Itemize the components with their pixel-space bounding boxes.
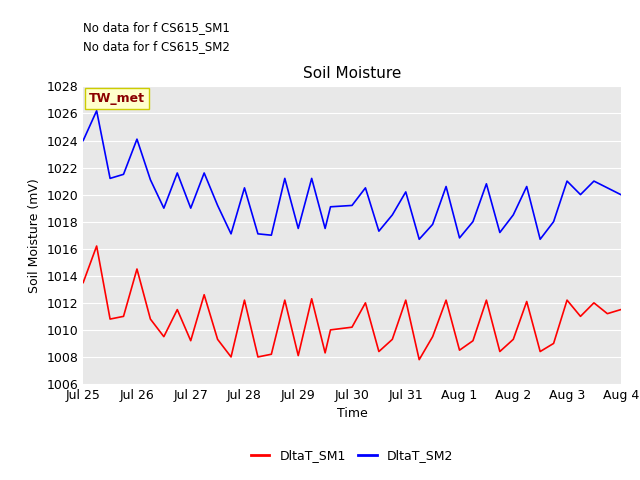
Line: DltaT_SM1: DltaT_SM1 (83, 246, 621, 360)
DltaT_SM2 (214, 203, 221, 208)
DltaT_SM2 (133, 136, 141, 142)
DltaT_SM2 (483, 181, 490, 187)
DltaT_SM2 (241, 185, 248, 191)
DltaT_SM2 (469, 219, 477, 225)
DltaT_SM2 (147, 177, 154, 182)
DltaT_SM1 (375, 348, 383, 354)
DltaT_SM1 (326, 327, 334, 333)
Line: DltaT_SM2: DltaT_SM2 (83, 111, 621, 239)
DltaT_SM1 (429, 334, 436, 339)
DltaT_SM1 (590, 300, 598, 306)
DltaT_SM1 (281, 297, 289, 303)
DltaT_SM2 (604, 185, 611, 191)
DltaT_SM1 (456, 348, 463, 353)
DltaT_SM1 (268, 351, 275, 357)
DltaT_SM2 (536, 236, 544, 242)
DltaT_SM2 (429, 221, 436, 227)
DltaT_SM2 (375, 228, 383, 234)
DltaT_SM1 (523, 299, 531, 304)
DltaT_SM2 (590, 178, 598, 184)
DltaT_SM1 (241, 297, 248, 303)
DltaT_SM1 (563, 297, 571, 303)
DltaT_SM1 (550, 340, 557, 346)
DltaT_SM2 (577, 192, 584, 197)
DltaT_SM2 (362, 185, 369, 191)
Text: No data for f CS615_SM2: No data for f CS615_SM2 (83, 40, 230, 53)
DltaT_SM1 (214, 336, 221, 342)
Text: No data for f CS615_SM1: No data for f CS615_SM1 (83, 21, 230, 34)
Y-axis label: Soil Moisture (mV): Soil Moisture (mV) (28, 178, 41, 293)
DltaT_SM2 (106, 176, 114, 181)
DltaT_SM1 (200, 292, 208, 298)
DltaT_SM2 (326, 204, 334, 210)
Text: TW_met: TW_met (89, 92, 145, 105)
DltaT_SM2 (254, 231, 262, 237)
DltaT_SM1 (120, 313, 127, 319)
DltaT_SM2 (415, 236, 423, 242)
DltaT_SM2 (523, 184, 531, 190)
Legend: DltaT_SM1, DltaT_SM2: DltaT_SM1, DltaT_SM2 (246, 444, 458, 467)
DltaT_SM2 (617, 192, 625, 197)
DltaT_SM2 (308, 176, 316, 181)
DltaT_SM1 (388, 336, 396, 342)
DltaT_SM1 (509, 336, 517, 342)
DltaT_SM1 (133, 266, 141, 272)
DltaT_SM1 (321, 350, 329, 356)
DltaT_SM2 (79, 138, 87, 144)
DltaT_SM1 (536, 348, 544, 354)
DltaT_SM1 (187, 338, 195, 344)
DltaT_SM2 (321, 226, 329, 231)
Title: Soil Moisture: Soil Moisture (303, 66, 401, 81)
DltaT_SM2 (120, 171, 127, 177)
DltaT_SM1 (402, 297, 410, 303)
DltaT_SM1 (348, 324, 356, 330)
DltaT_SM2 (281, 176, 289, 181)
DltaT_SM2 (268, 232, 275, 238)
DltaT_SM2 (294, 226, 302, 231)
DltaT_SM2 (187, 205, 195, 211)
DltaT_SM2 (442, 184, 450, 190)
DltaT_SM1 (79, 280, 87, 286)
DltaT_SM2 (388, 212, 396, 218)
DltaT_SM1 (227, 354, 235, 360)
DltaT_SM1 (362, 300, 369, 306)
DltaT_SM1 (617, 307, 625, 312)
DltaT_SM1 (496, 348, 504, 354)
DltaT_SM1 (577, 313, 584, 319)
DltaT_SM1 (254, 354, 262, 360)
DltaT_SM1 (469, 338, 477, 344)
DltaT_SM2 (563, 178, 571, 184)
DltaT_SM1 (308, 296, 316, 301)
DltaT_SM1 (415, 357, 423, 362)
DltaT_SM1 (604, 311, 611, 316)
DltaT_SM2 (160, 205, 168, 211)
X-axis label: Time: Time (337, 408, 367, 420)
DltaT_SM2 (227, 231, 235, 237)
DltaT_SM1 (147, 316, 154, 322)
DltaT_SM1 (93, 243, 100, 249)
DltaT_SM2 (550, 219, 557, 225)
DltaT_SM2 (93, 108, 100, 114)
DltaT_SM2 (348, 203, 356, 208)
DltaT_SM2 (456, 235, 463, 241)
DltaT_SM1 (483, 297, 490, 303)
DltaT_SM1 (160, 334, 168, 339)
DltaT_SM2 (200, 170, 208, 176)
DltaT_SM1 (173, 307, 181, 312)
DltaT_SM2 (496, 229, 504, 235)
DltaT_SM2 (402, 189, 410, 195)
DltaT_SM2 (173, 170, 181, 176)
DltaT_SM2 (509, 212, 517, 218)
DltaT_SM1 (106, 316, 114, 322)
DltaT_SM1 (294, 353, 302, 359)
DltaT_SM1 (442, 297, 450, 303)
